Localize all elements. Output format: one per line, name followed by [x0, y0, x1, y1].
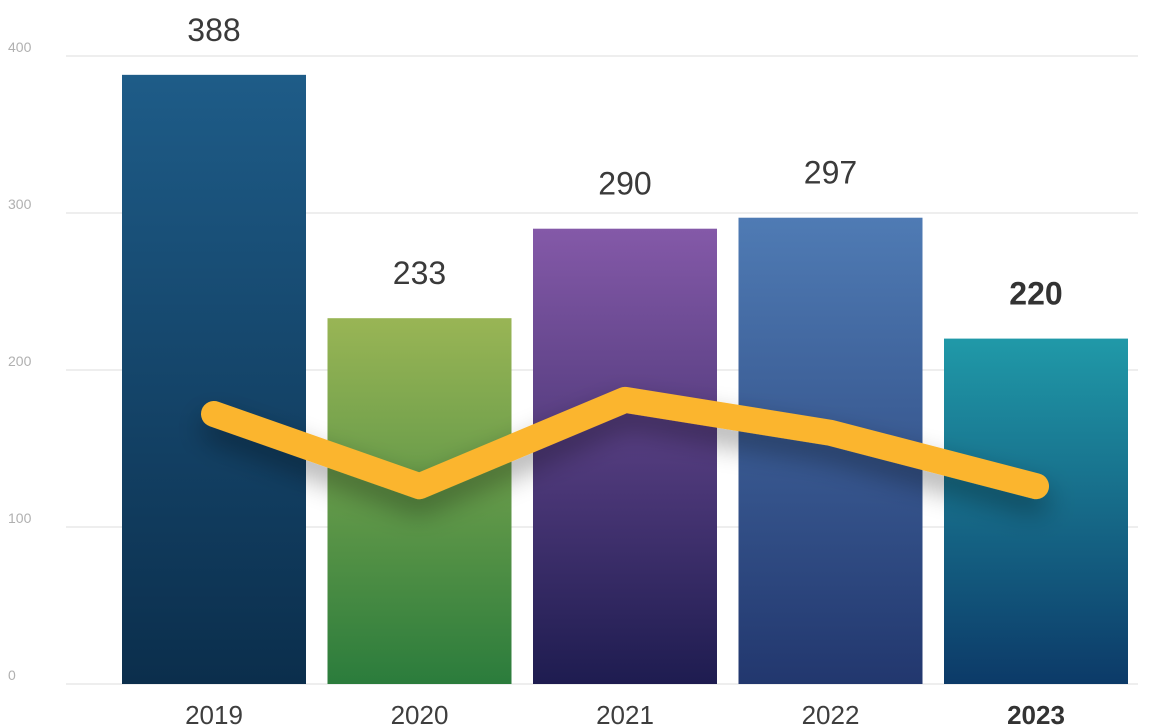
y-tick-label: 400 — [8, 39, 32, 55]
trend-line-layer — [201, 386, 1049, 500]
value-label-2019: 388 — [187, 12, 240, 48]
y-tick-label: 200 — [8, 353, 32, 369]
y-tick-label: 0 — [8, 667, 16, 683]
value-label-2020: 233 — [393, 255, 446, 291]
x-axis-labels: 2019 2020 2021 2022 2023 — [185, 700, 1065, 728]
y-tick-label: 300 — [8, 196, 32, 212]
value-label-2021: 290 — [598, 166, 651, 202]
value-labels: 388 233 290 297 220 — [187, 12, 1062, 312]
y-axis-ticks: 0 100 200 300 400 — [8, 39, 32, 683]
x-tick-label-2021: 2021 — [596, 700, 654, 728]
x-tick-label-2023: 2023 — [1007, 700, 1065, 728]
bar-2019 — [122, 74, 306, 685]
y-tick-label: 100 — [8, 510, 32, 526]
trend-line — [201, 386, 1049, 500]
x-tick-label-2019: 2019 — [185, 700, 243, 728]
x-tick-label-2022: 2022 — [802, 700, 860, 728]
value-label-2023: 220 — [1009, 276, 1062, 312]
bar-2020 — [327, 318, 512, 684]
x-tick-label-2020: 2020 — [391, 700, 449, 728]
bar-2021 — [533, 228, 717, 684]
bars — [122, 74, 1128, 685]
value-label-2022: 297 — [804, 155, 857, 191]
bar-2023 — [944, 338, 1128, 684]
